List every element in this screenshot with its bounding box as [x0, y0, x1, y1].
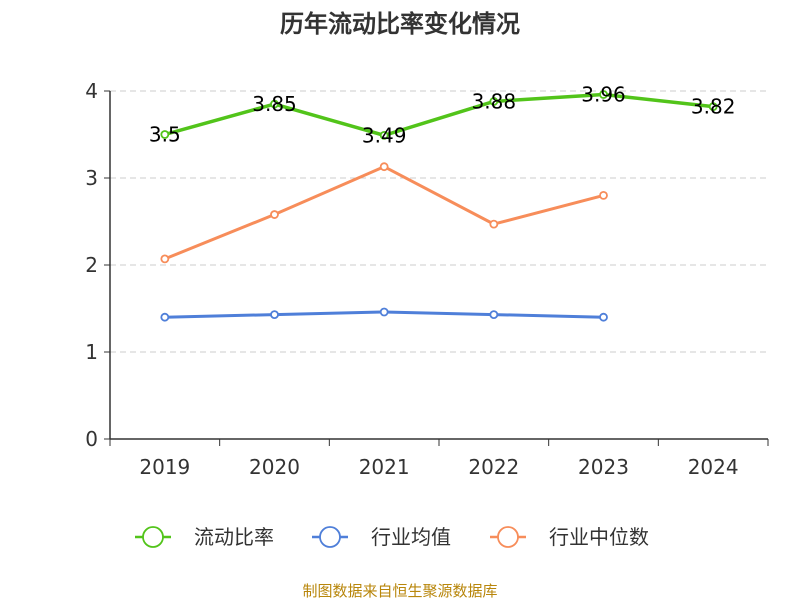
series-group [160, 90, 718, 322]
data-label: 3.85 [252, 92, 297, 116]
legend-label: 行业均值 [371, 525, 451, 549]
x-tick-label: 2021 [359, 455, 410, 479]
axes: 0 1 2 3 4 2019 2020 2021 2022 2023 2024 [85, 79, 769, 479]
data-point[interactable] [160, 130, 170, 139]
legend[interactable]: 流动比率 行业均值 行业中位数 [135, 525, 649, 549]
data-point[interactable] [599, 312, 608, 322]
legend-label: 行业中位数 [549, 525, 649, 549]
series-line [164, 92, 714, 138]
y-tick-label: 0 [85, 427, 98, 451]
x-tick-label: 2024 [688, 455, 739, 479]
data-point[interactable] [379, 307, 389, 317]
y-tick-label: 1 [85, 340, 98, 364]
data-point[interactable] [599, 190, 608, 200]
data-label: 3.82 [691, 95, 736, 119]
data-label: 3.5 [149, 123, 181, 147]
data-point[interactable] [708, 102, 718, 112]
legend-item[interactable]: 流动比率 [135, 525, 274, 549]
legend-item[interactable]: 行业中位数 [490, 525, 649, 549]
legend-item[interactable]: 行业均值 [312, 525, 451, 549]
y-tick-label: 2 [85, 253, 98, 277]
source-note: 制图数据来自恒生聚源数据库 [302, 582, 497, 600]
data-labels: 3.5 3.85 3.49 3.88 3.96 3.82 [149, 82, 736, 147]
data-point[interactable] [489, 219, 499, 229]
legend-label: 流动比率 [194, 525, 274, 549]
x-tick-label: 2019 [139, 455, 190, 479]
data-point[interactable] [379, 130, 389, 140]
data-point[interactable] [270, 210, 279, 219]
x-tick-label: 2022 [468, 455, 519, 479]
data-point[interactable] [379, 162, 389, 172]
data-label: 3.88 [472, 89, 517, 113]
series-line [164, 165, 604, 261]
data-point[interactable] [489, 310, 499, 319]
data-label: 3.49 [362, 123, 407, 147]
data-point[interactable] [160, 254, 170, 264]
data-point[interactable] [270, 99, 279, 109]
legend-marker-icon [319, 526, 341, 548]
data-label: 3.96 [581, 82, 626, 106]
data-point[interactable] [160, 312, 170, 322]
y-tick-label: 4 [85, 79, 98, 103]
legend-marker-icon [142, 526, 164, 548]
x-tick-label: 2023 [578, 455, 629, 479]
x-tick-label: 2020 [249, 455, 300, 479]
data-point[interactable] [599, 90, 608, 99]
chart-title: 历年流动比率变化情况 [280, 10, 520, 38]
data-point[interactable] [489, 97, 499, 106]
y-tick-label: 3 [85, 166, 98, 190]
data-point[interactable] [270, 310, 279, 319]
legend-marker-icon [497, 526, 519, 548]
